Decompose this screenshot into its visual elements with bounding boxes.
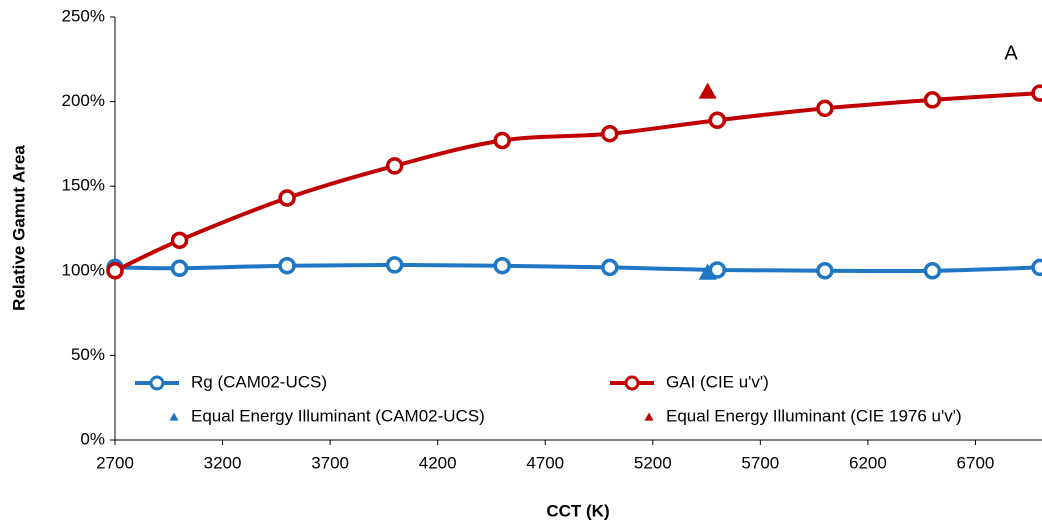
x-tick-label: 5700 <box>741 453 779 472</box>
x-tick-label: 4700 <box>526 453 564 472</box>
series-line <box>114 91 1041 273</box>
point <box>1031 258 1042 277</box>
x-tick-label: 6200 <box>849 453 887 472</box>
marker <box>698 82 717 99</box>
series-line <box>114 262 1041 274</box>
y-tick-label: 250% <box>62 6 105 25</box>
y-tick-label: 50% <box>71 345 105 364</box>
x-tick-label: 4200 <box>419 453 457 472</box>
legend-label: Equal Energy Illuminant (CIE 1976 u'v') <box>666 406 962 425</box>
point <box>816 262 834 280</box>
x-tick-label: 2700 <box>96 453 134 472</box>
x-tick-label: 6700 <box>957 453 995 472</box>
point <box>385 157 404 175</box>
legend-label: GAI (CIE u'v') <box>666 372 769 391</box>
x-tick-label: 3700 <box>311 453 349 472</box>
point <box>601 124 619 143</box>
legend-swatch <box>644 412 654 421</box>
point <box>493 256 511 275</box>
y-tick-label: 100% <box>62 260 105 279</box>
legend-swatch <box>169 412 179 421</box>
point <box>170 259 189 278</box>
annotation: A <box>1004 42 1018 64</box>
point <box>816 99 834 118</box>
legend-swatch <box>149 375 165 391</box>
y-tick-label: 150% <box>62 176 105 195</box>
point <box>923 91 942 109</box>
x-tick-label: 3200 <box>204 453 242 472</box>
y-tick-label: 200% <box>62 91 105 110</box>
point <box>923 262 942 280</box>
point <box>170 231 189 250</box>
point <box>106 262 124 280</box>
point <box>385 256 404 274</box>
legend-label: Rg (CAM02-UCS) <box>191 372 327 391</box>
legend-label: Equal Energy Illuminant (CAM02-UCS) <box>191 406 485 425</box>
point <box>601 258 619 277</box>
point <box>493 131 511 150</box>
marker <box>698 263 717 280</box>
x-tick-label: 5200 <box>634 453 672 472</box>
point <box>278 189 296 207</box>
point <box>708 111 727 129</box>
y-axis-title: Relative Gamut Area <box>9 145 28 311</box>
legend-swatch <box>624 375 640 391</box>
point <box>1031 84 1042 102</box>
point <box>278 256 296 275</box>
x-axis-title: CCT (K) <box>546 501 609 520</box>
y-tick-label: 0% <box>80 429 105 448</box>
